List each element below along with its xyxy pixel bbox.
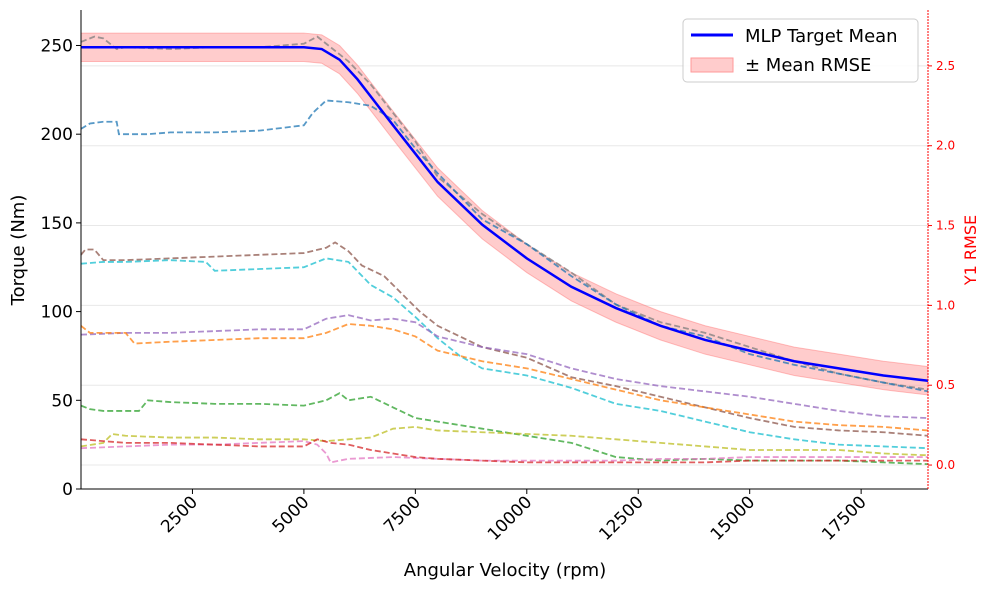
series-line-4: [80, 314, 929, 419]
series-line-8: [80, 440, 928, 464]
series-line-2: [80, 241, 929, 437]
series-line-7: [80, 426, 929, 457]
y2-tick-label-5: 2.5: [936, 59, 955, 73]
series-line-3: [80, 257, 929, 450]
plot-area: [80, 32, 929, 466]
x-axis-label: Angular Velocity (rpm): [404, 560, 606, 581]
legend-band-label: ± Mean RMSE: [745, 55, 871, 76]
y2-tick-label-3: 1.5: [936, 219, 955, 233]
mean-line: [81, 46, 929, 383]
legend: MLP Target Mean ± Mean RMSE: [682, 18, 919, 83]
series-line-9: [80, 438, 928, 464]
y2-tick-label-2: 1.0: [936, 298, 955, 312]
y-tick-label-5: 250: [41, 36, 73, 56]
y2-tick-label-1: 0.5: [936, 378, 955, 392]
legend-mean-label: MLP Target Mean: [745, 26, 898, 47]
y-tick-label-0: 0: [62, 480, 73, 500]
y-tick-label-4: 200: [41, 125, 73, 145]
y-axis-label: Torque (Nm): [8, 195, 29, 307]
legend-box: [682, 18, 919, 83]
y2-axis-label: Y1 RMSE: [961, 215, 980, 286]
y-tick-label-1: 50: [51, 391, 73, 411]
y2-tick-label-0: 0.0: [936, 458, 955, 472]
series-line-5: [80, 323, 929, 432]
y2-tick-label-4: 2.0: [936, 139, 955, 153]
series-line-6: [80, 392, 929, 466]
legend-band-swatch: [690, 57, 734, 73]
axes: [80, 10, 929, 490]
y-tick-label-3: 150: [41, 214, 73, 234]
y-tick-label-2: 100: [41, 303, 73, 323]
